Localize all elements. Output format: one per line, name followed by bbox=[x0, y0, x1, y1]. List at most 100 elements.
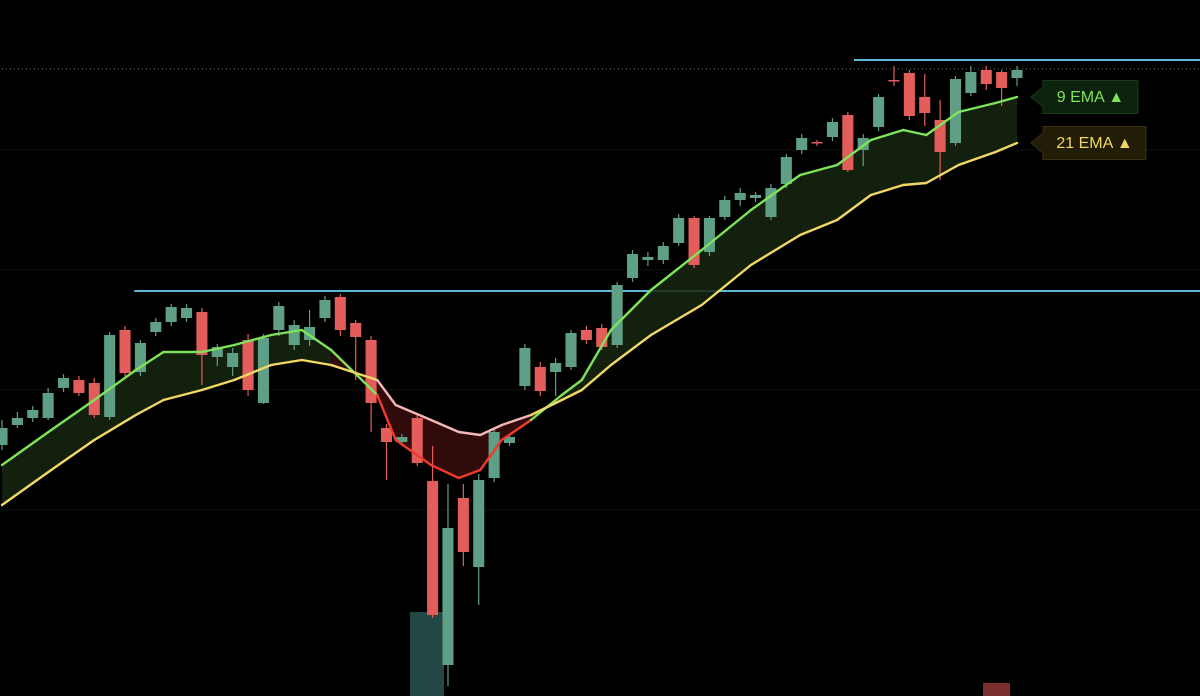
candle-body bbox=[657, 246, 669, 260]
candle-body bbox=[350, 323, 362, 337]
candle-body bbox=[427, 481, 439, 615]
ema-band bbox=[51, 400, 95, 470]
candle-body bbox=[411, 418, 423, 463]
ema-line bbox=[134, 350, 165, 372]
candle-body bbox=[442, 528, 454, 665]
ema-band bbox=[201, 345, 235, 390]
candle-body bbox=[396, 437, 408, 442]
ema-band bbox=[958, 103, 996, 165]
candle-body bbox=[703, 218, 715, 252]
ema-line bbox=[0, 428, 53, 467]
ema-line bbox=[429, 418, 460, 434]
ema-line bbox=[50, 398, 96, 432]
ema-band bbox=[870, 130, 904, 195]
ema-line bbox=[500, 418, 533, 442]
ema-line bbox=[994, 141, 1019, 154]
candle-body bbox=[227, 353, 239, 367]
ema-line bbox=[529, 398, 563, 417]
ema-line bbox=[200, 343, 236, 354]
ema-line bbox=[50, 438, 96, 472]
ema-line bbox=[162, 388, 204, 402]
candle-body bbox=[365, 340, 377, 403]
ema-band bbox=[903, 130, 927, 185]
ema-line bbox=[560, 378, 583, 397]
ema-line bbox=[376, 393, 397, 442]
candle-body bbox=[257, 338, 269, 403]
ema-line bbox=[957, 101, 997, 114]
ema-line bbox=[0, 468, 53, 507]
ema-line bbox=[233, 333, 273, 347]
candle-body bbox=[611, 285, 623, 345]
ema-label: 21 EMA ▲ bbox=[1030, 126, 1147, 160]
ema-line bbox=[560, 388, 583, 402]
candle-body bbox=[119, 330, 131, 373]
ema-band bbox=[2, 430, 52, 505]
ema-line bbox=[376, 378, 397, 407]
candle-body bbox=[319, 300, 331, 318]
ema-line bbox=[609, 333, 653, 367]
ema-band bbox=[611, 290, 651, 365]
ema-line bbox=[994, 95, 1019, 105]
candle-body bbox=[304, 327, 316, 340]
ema-line bbox=[269, 328, 304, 337]
ema-line bbox=[580, 328, 613, 382]
ema-line bbox=[749, 173, 802, 212]
candle-body bbox=[150, 322, 162, 332]
ema-line bbox=[200, 378, 236, 392]
candle-body bbox=[181, 308, 193, 318]
candle-body bbox=[996, 72, 1008, 88]
ema-line bbox=[798, 218, 839, 237]
candle-body bbox=[673, 218, 685, 243]
ema-line bbox=[901, 128, 928, 137]
candle-body bbox=[57, 378, 70, 388]
volume-box bbox=[983, 683, 1010, 696]
candle-body bbox=[934, 120, 946, 152]
ema-line bbox=[580, 363, 613, 392]
candle-body bbox=[473, 480, 485, 567]
volume-box bbox=[410, 612, 444, 696]
candle-body bbox=[1011, 70, 1023, 78]
candle-body bbox=[0, 428, 8, 445]
ema-line bbox=[134, 398, 165, 417]
candle-body bbox=[965, 72, 977, 93]
ema-line bbox=[429, 463, 460, 480]
candle-body bbox=[550, 363, 562, 372]
ema-line bbox=[300, 328, 333, 352]
candle-body bbox=[211, 347, 223, 357]
ema-line bbox=[233, 363, 273, 382]
candle-body bbox=[165, 307, 177, 322]
candle-body bbox=[488, 432, 500, 478]
candle-body bbox=[457, 498, 469, 552]
ema-line bbox=[93, 413, 137, 442]
ema-line bbox=[957, 150, 997, 167]
candle-body bbox=[580, 330, 592, 340]
ema-line bbox=[269, 358, 304, 367]
candle-body bbox=[811, 142, 823, 144]
candle-body bbox=[719, 200, 731, 217]
candle-body bbox=[73, 380, 85, 393]
candle-body bbox=[903, 73, 915, 116]
candle-body bbox=[242, 340, 254, 390]
ema-line bbox=[835, 193, 873, 222]
candle-body bbox=[750, 195, 762, 198]
ema-line bbox=[700, 263, 753, 307]
candle-body bbox=[857, 138, 869, 150]
candle-body bbox=[642, 257, 654, 260]
ema-band bbox=[650, 250, 702, 335]
candle-body bbox=[688, 218, 700, 265]
ema-line bbox=[901, 181, 928, 187]
legend-label: 21 EMA ▲ bbox=[1056, 135, 1132, 152]
candle-body bbox=[196, 312, 208, 355]
ema-line bbox=[835, 138, 873, 167]
ema-line bbox=[457, 468, 482, 480]
legend-label: 9 EMA ▲ bbox=[1057, 89, 1124, 106]
ema-label-box bbox=[1030, 126, 1147, 160]
ema-line bbox=[479, 438, 504, 472]
candle-body bbox=[42, 393, 54, 418]
candle-body bbox=[780, 157, 792, 184]
ema-line bbox=[479, 423, 504, 437]
ema-band bbox=[800, 165, 838, 235]
ema-line bbox=[749, 233, 802, 267]
